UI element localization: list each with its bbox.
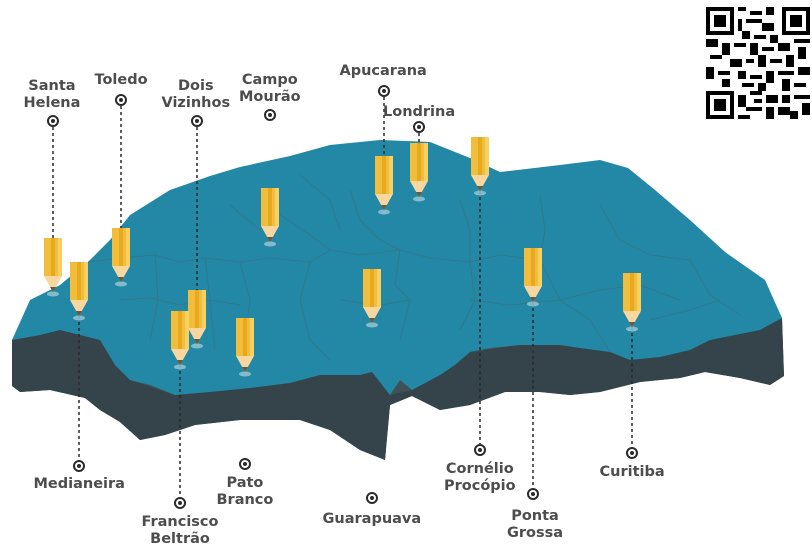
pin-shadow	[527, 301, 539, 307]
marker-dois-vizinhos	[188, 115, 206, 349]
city-label-cornelio-procopio: Cornélio Procópio	[444, 461, 516, 494]
marker-apucarana	[375, 85, 393, 215]
pin-shadow	[73, 315, 85, 321]
marker-campo-mourao	[261, 109, 279, 247]
pin-shadow	[115, 281, 127, 287]
city-label-dois-vizinhos: Dois Vizinhos	[161, 78, 231, 111]
pin-shadow	[191, 343, 203, 349]
city-label-guarapuava: Guarapuava	[322, 511, 422, 527]
city-label-pato-branco: Pato Branco	[216, 475, 274, 508]
city-label-medianeira: Medianeira	[33, 476, 125, 492]
marker-curitiba	[623, 273, 641, 459]
marker-londrina	[410, 121, 428, 202]
qr-code-icon	[706, 7, 810, 119]
marker-ponta-grossa	[524, 248, 542, 500]
city-label-toledo: Toledo	[94, 72, 148, 88]
pin-shadow	[239, 371, 251, 377]
marker-layer	[44, 85, 641, 509]
city-label-londrina: Londrina	[383, 104, 456, 120]
city-label-campo-mourao: Campo Mourão	[239, 72, 301, 105]
city-label-francisco-beltrao: Francisco Beltrão	[141, 514, 219, 547]
marker-pato-branco	[236, 318, 254, 470]
pin-shadow	[626, 326, 638, 332]
pin-shadow	[474, 190, 486, 196]
marker-medianeira	[70, 262, 88, 472]
city-label-apucarana: Apucarana	[339, 63, 427, 79]
marker-cornelio-procopio	[471, 137, 489, 456]
pin-shadow	[413, 196, 425, 202]
pin-shadow	[366, 322, 378, 328]
city-label-santa-helena: Santa Helena	[23, 78, 81, 111]
marker-francisco-beltrao	[171, 311, 189, 509]
marker-guarapuava	[363, 269, 381, 504]
pin-shadow	[174, 364, 186, 370]
city-label-ponta-grossa: Ponta Grossa	[507, 508, 564, 541]
marker-santa-helena	[44, 115, 62, 297]
pin-shadow	[264, 241, 276, 247]
pin-shadow	[378, 209, 390, 215]
map-extrusion-shade	[12, 318, 784, 460]
city-label-curitiba: Curitiba	[599, 464, 665, 480]
pin-shadow	[47, 291, 59, 297]
marker-toledo	[112, 94, 130, 287]
